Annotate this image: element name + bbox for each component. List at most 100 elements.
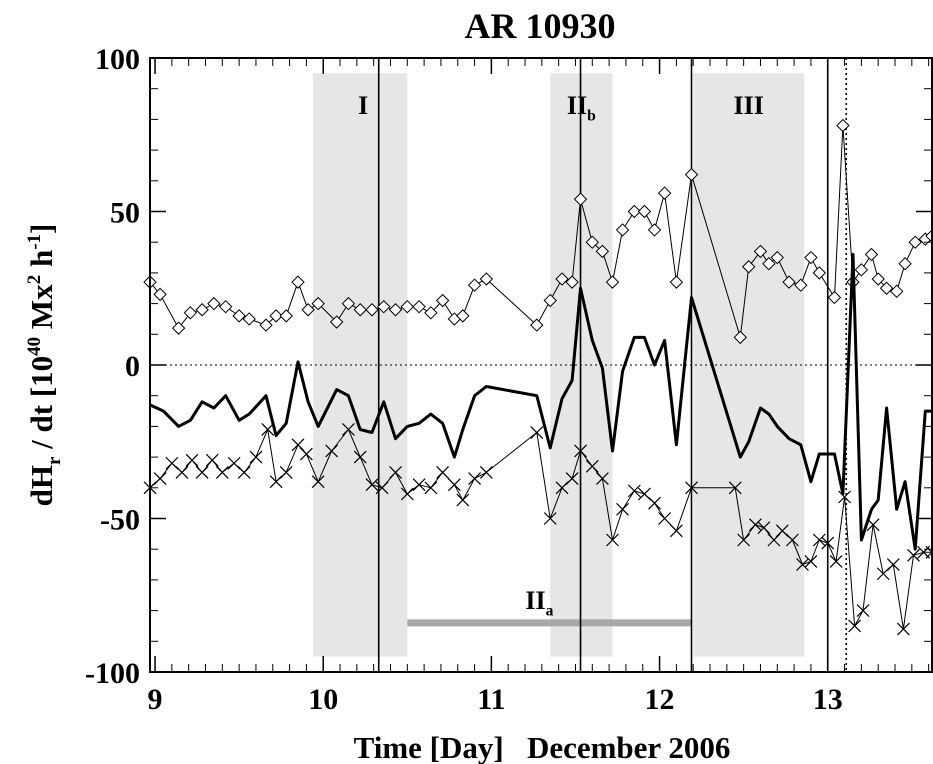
data-point — [657, 186, 672, 200]
data-point — [886, 558, 900, 571]
data-point — [836, 118, 850, 133]
data-point — [573, 192, 588, 206]
data-point — [468, 472, 481, 486]
data-point — [249, 450, 263, 464]
data-point — [175, 466, 189, 479]
x-tick-label: 13 — [813, 683, 843, 716]
data-point — [456, 309, 470, 323]
data-point — [227, 456, 241, 470]
data-point — [748, 518, 762, 532]
data-point — [638, 487, 651, 501]
data-point — [757, 521, 771, 535]
data-point — [543, 512, 557, 525]
series-layer — [143, 118, 933, 636]
data-point — [648, 496, 661, 510]
data-point — [218, 299, 233, 314]
data-point — [185, 453, 199, 467]
x-tick-label: 9 — [148, 683, 163, 716]
data-point — [388, 303, 403, 317]
x-tick-label: 11 — [477, 683, 505, 716]
chart-title: AR 10930 — [465, 6, 616, 46]
data-point — [436, 466, 450, 479]
region-label: I — [358, 91, 368, 120]
data-point — [889, 284, 904, 299]
data-point — [456, 493, 470, 507]
data-point — [595, 472, 609, 486]
data-point — [848, 619, 862, 633]
data-point — [261, 423, 275, 436]
data-point — [400, 487, 414, 501]
y-axis-label: dHr / dt [1040 Mx2 h-1] — [24, 224, 65, 507]
data-point — [375, 481, 389, 495]
data-point — [311, 475, 325, 489]
data-point — [435, 293, 450, 308]
series-line — [149, 253, 932, 551]
data-point — [299, 447, 313, 461]
data-point — [301, 303, 315, 317]
data-point — [195, 466, 209, 479]
data-point — [412, 299, 426, 314]
data-point — [479, 466, 493, 479]
data-point — [412, 478, 426, 492]
data-point — [907, 548, 920, 562]
data-point — [838, 490, 851, 504]
data-point — [856, 604, 870, 618]
data-point — [733, 330, 747, 345]
data-point — [353, 303, 367, 317]
region-label: IIa — [525, 586, 553, 620]
data-point — [605, 275, 620, 289]
data-point — [195, 303, 209, 317]
data-point — [574, 444, 587, 458]
data-point — [479, 272, 494, 286]
data-point — [183, 306, 198, 320]
data-point — [467, 278, 482, 292]
x-tick-label: 12 — [645, 683, 675, 716]
data-point — [377, 299, 391, 314]
data-point — [866, 518, 880, 532]
data-point — [775, 524, 789, 538]
data-point — [259, 318, 273, 332]
y-tick-label: 50 — [110, 197, 140, 230]
data-point — [565, 472, 579, 486]
y-tick-label: 100 — [95, 43, 140, 76]
region-label: III — [734, 91, 764, 120]
data-point — [232, 309, 246, 323]
data-point — [685, 481, 698, 495]
data-point — [242, 312, 256, 326]
data-point — [616, 502, 629, 516]
data-point — [595, 244, 610, 259]
data-point — [669, 524, 683, 538]
data-point — [804, 250, 818, 265]
data-point — [269, 475, 283, 489]
data-point — [871, 272, 885, 286]
data-point — [785, 533, 799, 547]
data-point — [585, 459, 599, 473]
data-point — [365, 303, 379, 317]
y-tick-label: 0 — [125, 350, 140, 383]
data-point — [365, 478, 379, 492]
data-point — [782, 275, 796, 289]
data-point — [728, 481, 742, 495]
data-point — [684, 167, 699, 182]
event-lines — [377, 58, 848, 672]
data-point — [741, 260, 756, 274]
shaded-region — [693, 73, 805, 657]
x-tick-label: 10 — [308, 683, 338, 716]
data-point — [329, 315, 344, 329]
data-point — [804, 555, 818, 568]
data-point — [898, 256, 912, 271]
region-label: IIb — [567, 91, 596, 125]
data-point — [796, 558, 809, 571]
data-point — [424, 306, 438, 320]
data-point — [153, 287, 167, 302]
data-point — [794, 278, 808, 292]
data-point — [165, 456, 179, 470]
data-point — [279, 466, 293, 479]
data-point — [269, 309, 283, 323]
data-point — [669, 275, 684, 289]
x-axis-label: Time [Day] December 2006 — [354, 730, 731, 764]
data-point — [762, 256, 776, 271]
data-point — [585, 235, 599, 249]
data-point — [812, 266, 827, 280]
